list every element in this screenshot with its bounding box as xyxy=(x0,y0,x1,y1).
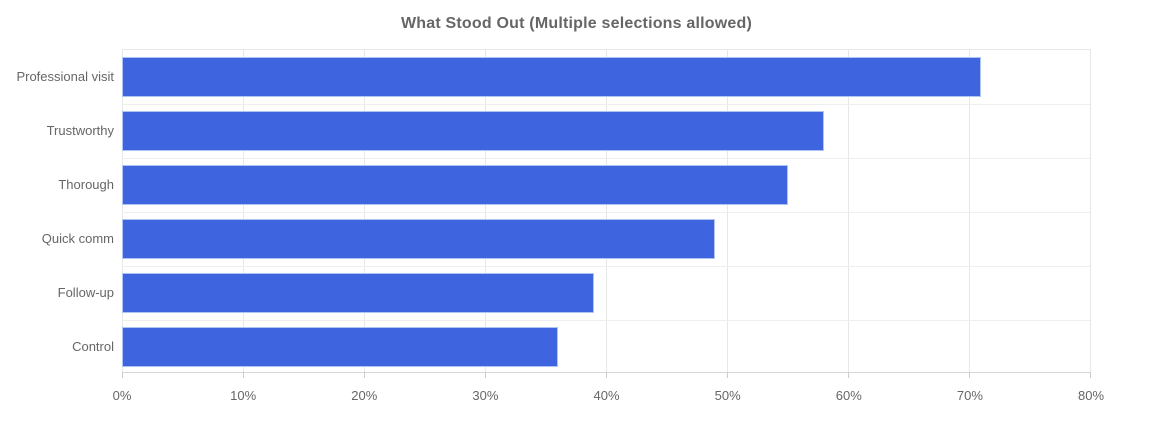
x-axis-tick-label: 50% xyxy=(714,388,741,403)
gridline-x-50- xyxy=(727,50,728,372)
x-axis-tick-label: 80% xyxy=(1077,388,1105,403)
x-axis-tick xyxy=(1090,372,1091,378)
x-axis-tick xyxy=(122,372,123,378)
y-axis-label-follow-up: Follow-up xyxy=(57,284,114,300)
bar-follow-up xyxy=(122,273,594,313)
gridline-x-80- xyxy=(1090,50,1091,372)
x-axis-tick xyxy=(969,372,970,378)
chart-title: What Stood Out (Multiple selections allo… xyxy=(400,15,753,32)
gridline-x-30- xyxy=(485,50,486,372)
x-axis-tick xyxy=(606,372,607,378)
y-axis-label-control: Control xyxy=(72,338,114,354)
y-axis-label-quick-comm: Quick comm xyxy=(41,230,114,246)
x-axis-tick-label: 30% xyxy=(472,388,499,403)
y-axis-label-thorough: Thorough xyxy=(58,176,114,192)
x-axis-tick-label: 10% xyxy=(230,388,257,403)
x-axis-tick xyxy=(364,372,365,378)
plot-area xyxy=(122,49,1091,378)
gridline-x-70- xyxy=(969,50,970,372)
row-separator xyxy=(122,266,1090,267)
row-separator xyxy=(122,158,1090,159)
bar-control xyxy=(122,327,558,367)
gridline-x-10- xyxy=(243,50,244,372)
bar-thorough xyxy=(122,165,788,205)
x-axis-tick xyxy=(485,372,486,378)
y-axis-label-professional-visit: Professional visit xyxy=(16,68,114,84)
gridline-x-40- xyxy=(606,50,607,372)
gridline-x-60- xyxy=(848,50,849,372)
x-axis-tick-label: 70% xyxy=(956,388,983,403)
bar-quick-comm xyxy=(122,219,715,259)
gridline-x-0- xyxy=(122,50,123,372)
bar-trustworthy xyxy=(122,111,824,151)
x-axis-tick-label: 20% xyxy=(351,388,378,403)
row-separator xyxy=(122,104,1090,105)
x-axis-tick-label: 0% xyxy=(112,388,132,403)
bar-professional-visit xyxy=(122,57,982,97)
x-axis-tick xyxy=(848,372,849,378)
gridline-x-20- xyxy=(364,50,365,372)
y-axis-label-trustworthy: Trustworthy xyxy=(46,122,114,138)
x-axis-tick-label: 60% xyxy=(835,388,862,403)
row-separator xyxy=(122,320,1090,321)
x-axis-tick-label: 40% xyxy=(593,388,620,403)
row-separator xyxy=(122,212,1090,213)
x-axis-tick xyxy=(727,372,728,378)
x-axis-tick xyxy=(243,372,244,378)
